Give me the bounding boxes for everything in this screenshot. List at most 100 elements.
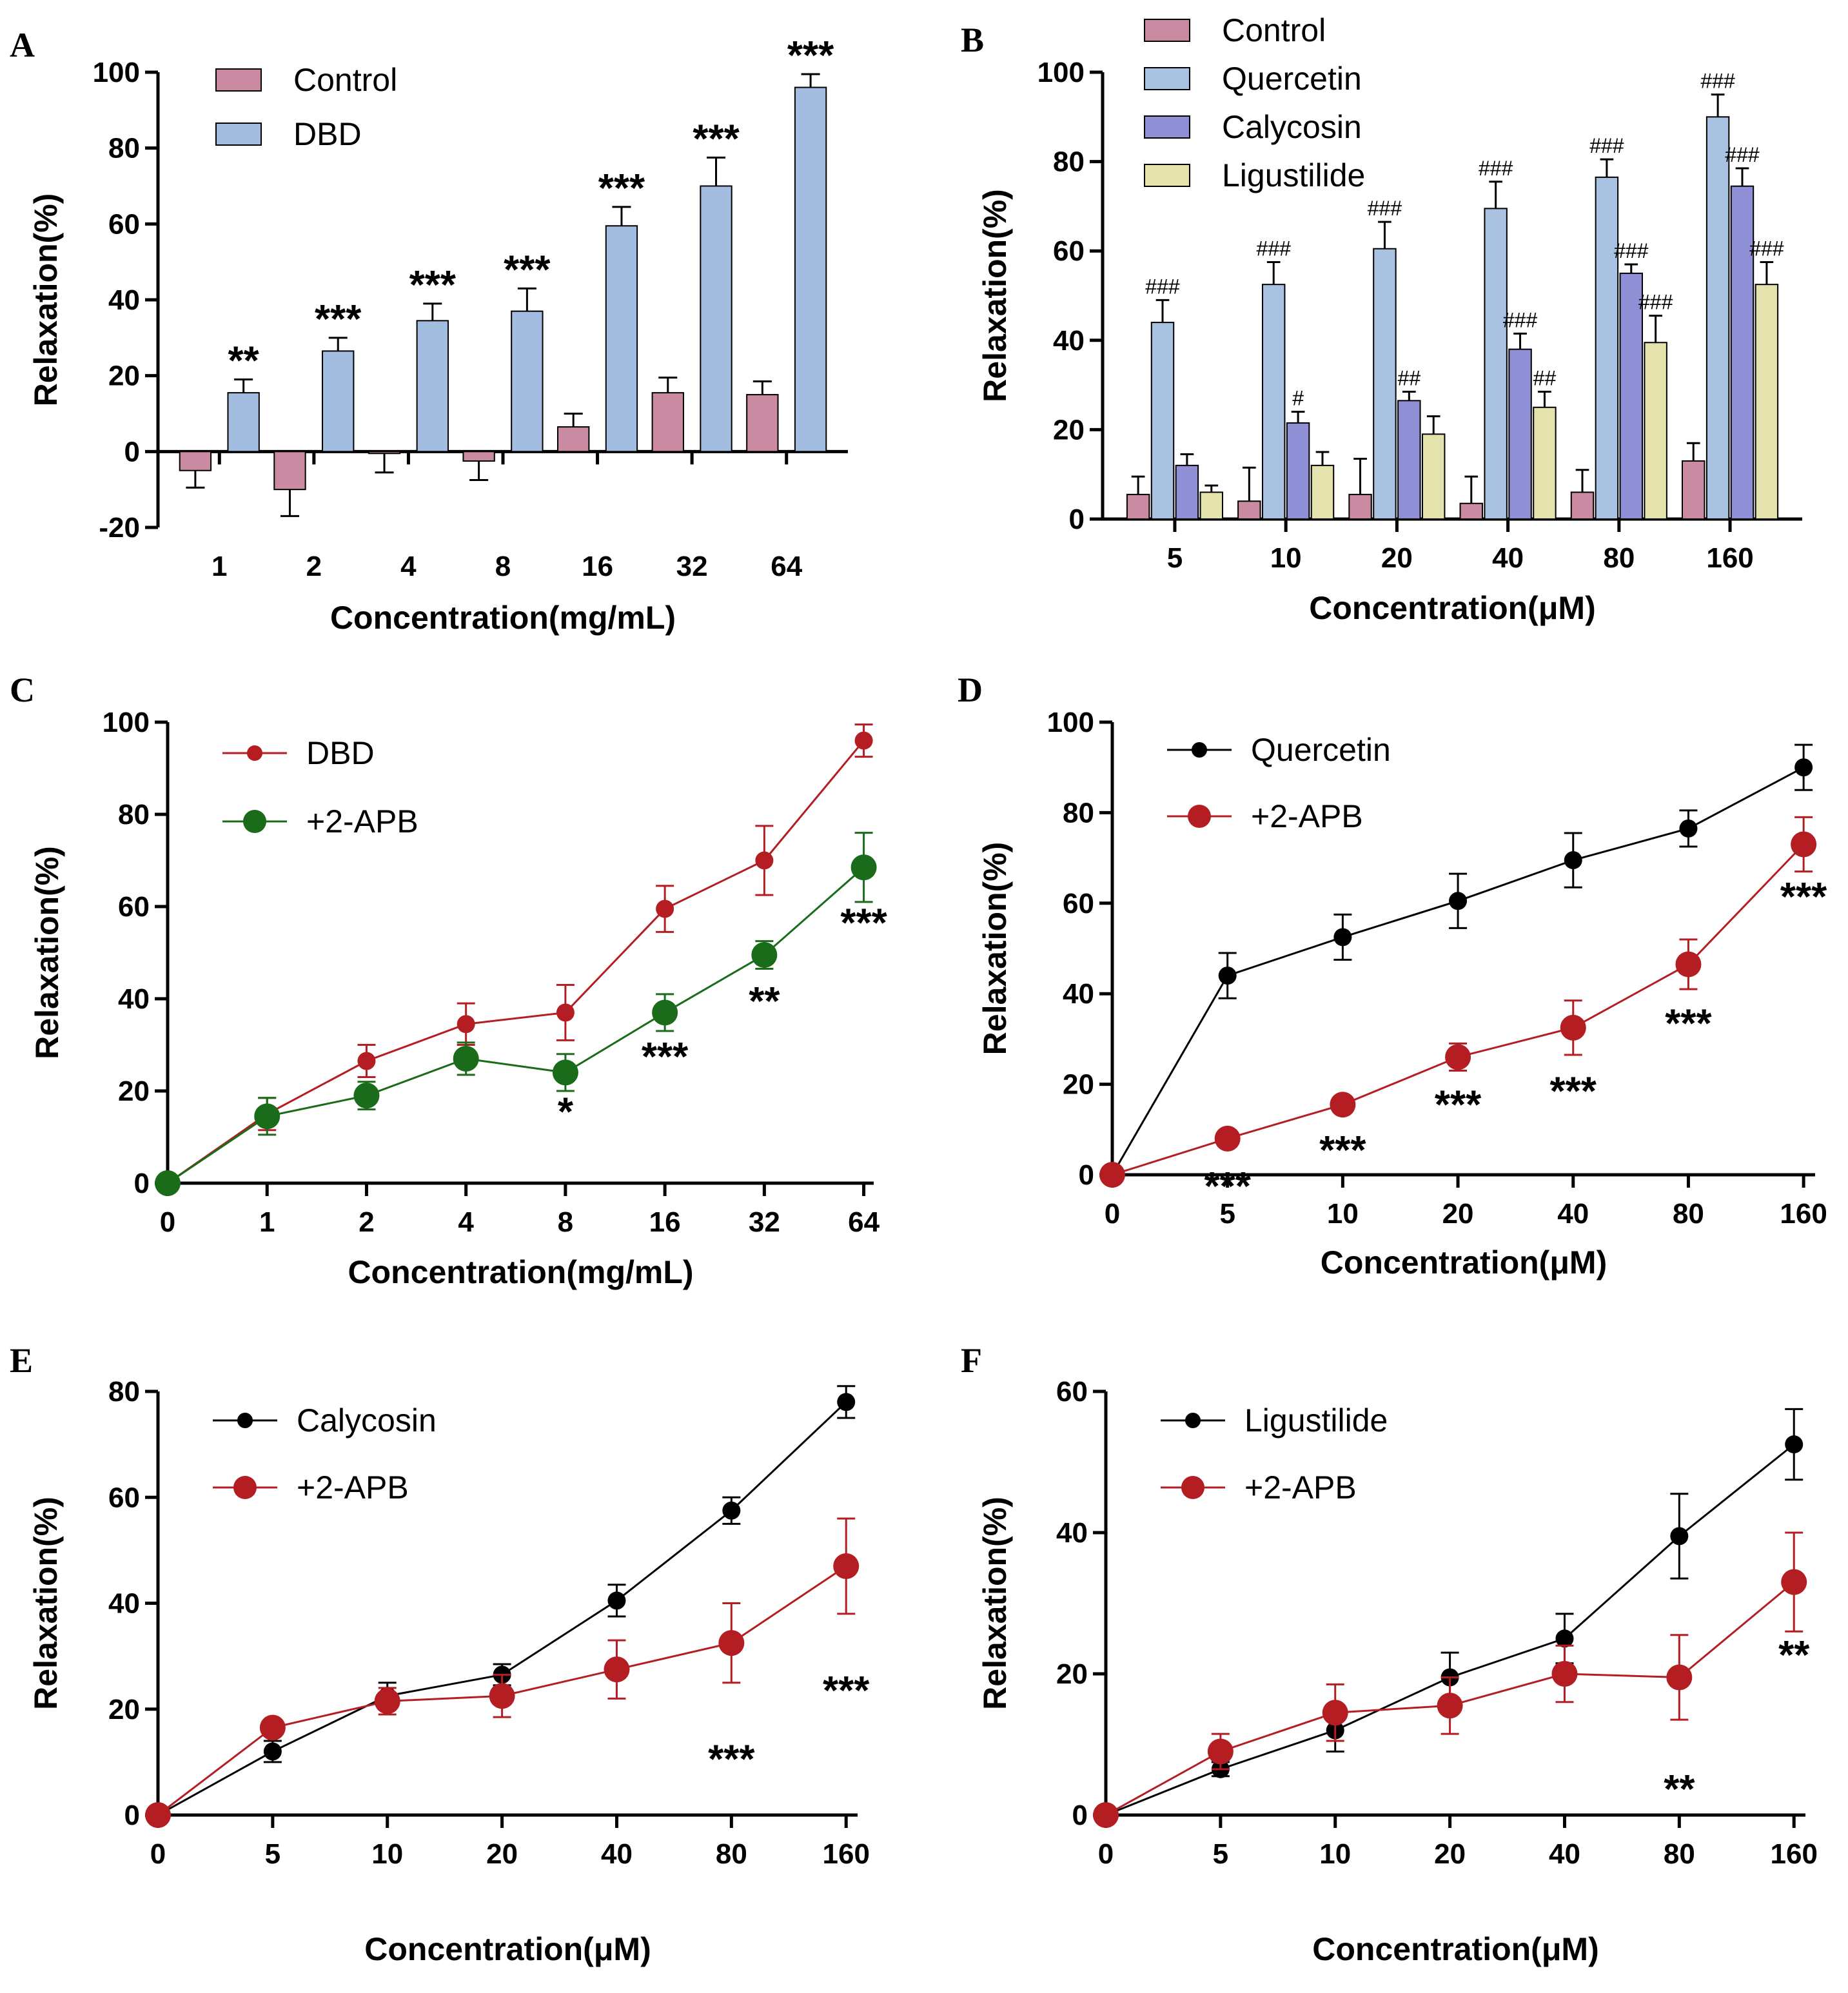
significance-label: *** [840, 901, 887, 945]
legend-label: Control [293, 62, 397, 98]
significance-label: *** [1435, 1083, 1482, 1128]
panel-D: D 0 20 40 60 80 100 0 5 10 20 40 80 160 Concentration(… [958, 671, 1827, 1281]
x-tick-label: 0 [1105, 1198, 1120, 1230]
data-point [1781, 1569, 1807, 1595]
y-tick-label: 40 [108, 284, 140, 316]
y-axis-title: Relaxation(%) [977, 1497, 1013, 1710]
bar [368, 451, 401, 455]
legend-label: Control [1222, 12, 1326, 48]
bar [605, 225, 638, 453]
legend-label: +2-APB [1251, 798, 1363, 834]
x-tick-label: 10 [1327, 1198, 1359, 1230]
legend-marker [1185, 1413, 1201, 1428]
x-tick-label: 4 [400, 551, 417, 582]
data-point [1330, 1092, 1356, 1118]
x-axis-title: Concentration(μM) [1312, 1931, 1598, 1967]
bar [511, 310, 544, 453]
y-axis-title: Relaxation(%) [977, 189, 1013, 402]
y-tick-label: 80 [118, 799, 150, 830]
data-point [254, 1103, 280, 1130]
legend-label: DBD [306, 735, 375, 771]
significance-label: *** [598, 166, 645, 211]
significance-label: *** [642, 1035, 689, 1079]
y-tick-label: 100 [93, 57, 140, 88]
data-point [656, 899, 674, 918]
bar [746, 394, 779, 453]
x-tick-label: 5 [265, 1838, 280, 1870]
bar [462, 451, 495, 462]
data-point [1207, 1738, 1234, 1765]
x-tick-label: 32 [676, 551, 708, 582]
significance-label: ## [1533, 366, 1557, 389]
data-point [1445, 1044, 1471, 1070]
x-tick-label: 10 [1319, 1838, 1351, 1870]
y-tick-label: 40 [1056, 1517, 1088, 1549]
x-tick-label: 2 [359, 1206, 374, 1238]
y-tick-label: 20 [108, 1694, 140, 1725]
y-tick-label: 0 [1069, 504, 1085, 535]
y-tick-label: -20 [99, 512, 140, 544]
legend-label: DBD [293, 116, 362, 152]
x-axis-title: Concentration(mg/mL) [348, 1254, 693, 1290]
x-tick-label: 5 [1167, 542, 1183, 574]
x-tick-label: 20 [1434, 1838, 1466, 1870]
legend-label: +2-APB [297, 1469, 409, 1506]
significance-label: *** [1550, 1070, 1597, 1114]
bar [1422, 433, 1446, 520]
data-point [489, 1683, 515, 1709]
bar [1310, 464, 1335, 520]
bar [1644, 342, 1667, 520]
panel-B: B 0 20 40 60 80 100 5 10 20 40 80 160 Concentration(μ… [961, 12, 1802, 626]
bar [1682, 460, 1705, 520]
bar [1484, 208, 1508, 520]
bar [1286, 422, 1310, 520]
panel-letter: A [10, 26, 35, 64]
legend-label: +2-APB [1244, 1469, 1357, 1506]
legend-swatch [1144, 115, 1190, 139]
x-tick-label: 0 [160, 1206, 175, 1238]
data-point [1214, 1125, 1241, 1152]
panel-letter: F [961, 1341, 982, 1380]
legend-label: +2-APB [306, 803, 418, 839]
panel-F: F 0 20 40 60 0 5 10 20 40 80 160 Concentration(μM) Re… [961, 1341, 1818, 1967]
x-tick-label: 80 [1603, 542, 1635, 574]
bar [1150, 322, 1175, 520]
data-point [1449, 892, 1468, 910]
data-point [607, 1591, 626, 1610]
panel-letter: C [10, 671, 35, 709]
y-tick-label: 40 [1063, 978, 1094, 1010]
data-point [1093, 1802, 1119, 1828]
bar [1373, 248, 1397, 520]
bar [700, 185, 732, 453]
legend-label: Calycosin [1222, 109, 1362, 145]
x-tick-label: 160 [1780, 1198, 1827, 1230]
significance-label: *** [708, 1738, 755, 1782]
bar [1459, 502, 1484, 520]
legend-marker [233, 1476, 257, 1499]
panel-C: C 0 20 40 60 80 100 0 1 2 4 8 16 32 64 Concentration(mg… [10, 671, 888, 1290]
y-tick-label: 80 [108, 1376, 140, 1408]
x-tick-label: 5 [1219, 1198, 1235, 1230]
data-point [1785, 1435, 1804, 1454]
bar [1619, 272, 1644, 520]
legend-label: Ligustilide [1222, 157, 1365, 193]
legend-label: Quercetin [1251, 732, 1391, 768]
bar [227, 392, 260, 453]
data-point [155, 1170, 181, 1196]
bar [1755, 284, 1779, 520]
y-tick-label: 20 [1063, 1069, 1094, 1101]
bar [322, 350, 355, 453]
legend-marker [1188, 805, 1211, 828]
significance-label: *** [315, 297, 362, 342]
legend-label: Quercetin [1222, 61, 1362, 97]
significance-label: *** [1780, 875, 1827, 919]
bar [1262, 284, 1286, 520]
significance-label: ### [1503, 308, 1538, 331]
data-point [854, 731, 873, 750]
data-point [833, 1553, 860, 1580]
bar [416, 320, 449, 453]
y-tick-label: 100 [103, 707, 150, 738]
data-point [453, 1045, 479, 1072]
y-tick-label: 60 [108, 208, 140, 240]
